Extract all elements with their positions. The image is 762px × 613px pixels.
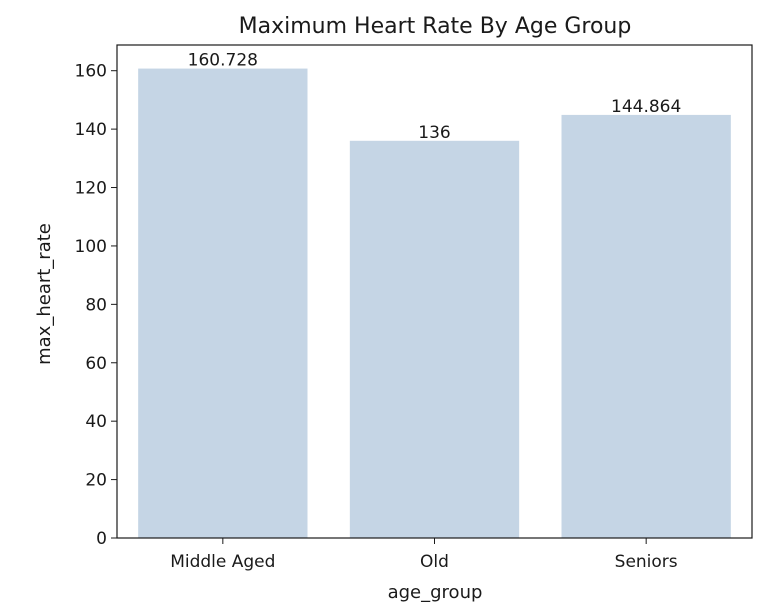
bar-middle-aged (138, 68, 308, 539)
value-labels-layer: 160.728 136 144.864 (188, 51, 682, 143)
value-label-seniors: 144.864 (611, 97, 681, 117)
x-tick-label-middle-aged: Middle Aged (170, 552, 275, 572)
y-tick-label-140: 140 (75, 120, 107, 140)
x-tick-label-seniors: Seniors (615, 552, 678, 572)
y-tick-label-120: 120 (75, 179, 107, 199)
y-axis-title: max_heart_rate (34, 223, 55, 365)
bars-layer (138, 68, 731, 539)
bar-seniors (561, 114, 731, 538)
y-tick-label-0: 0 (96, 529, 107, 549)
y-tick-label-80: 80 (85, 295, 107, 315)
x-axis: Middle Aged Old Seniors (170, 538, 678, 572)
value-label-old: 136 (418, 123, 450, 143)
y-axis: 0 20 40 60 80 100 120 140 160 (75, 62, 117, 549)
y-tick-label-100: 100 (75, 237, 107, 257)
chart-title: Maximum Heart Rate By Age Group (239, 14, 632, 39)
y-tick-label-40: 40 (85, 412, 107, 432)
plot-frame (116, 44, 753, 539)
x-tick-label-old: Old (420, 552, 449, 572)
bar-old (349, 140, 520, 538)
y-tick-label-160: 160 (75, 62, 107, 82)
y-tick-label-20: 20 (85, 471, 107, 491)
y-tick-label-60: 60 (85, 354, 107, 374)
value-label-middle-aged: 160.728 (188, 51, 258, 71)
x-axis-title: age_group (388, 582, 483, 603)
